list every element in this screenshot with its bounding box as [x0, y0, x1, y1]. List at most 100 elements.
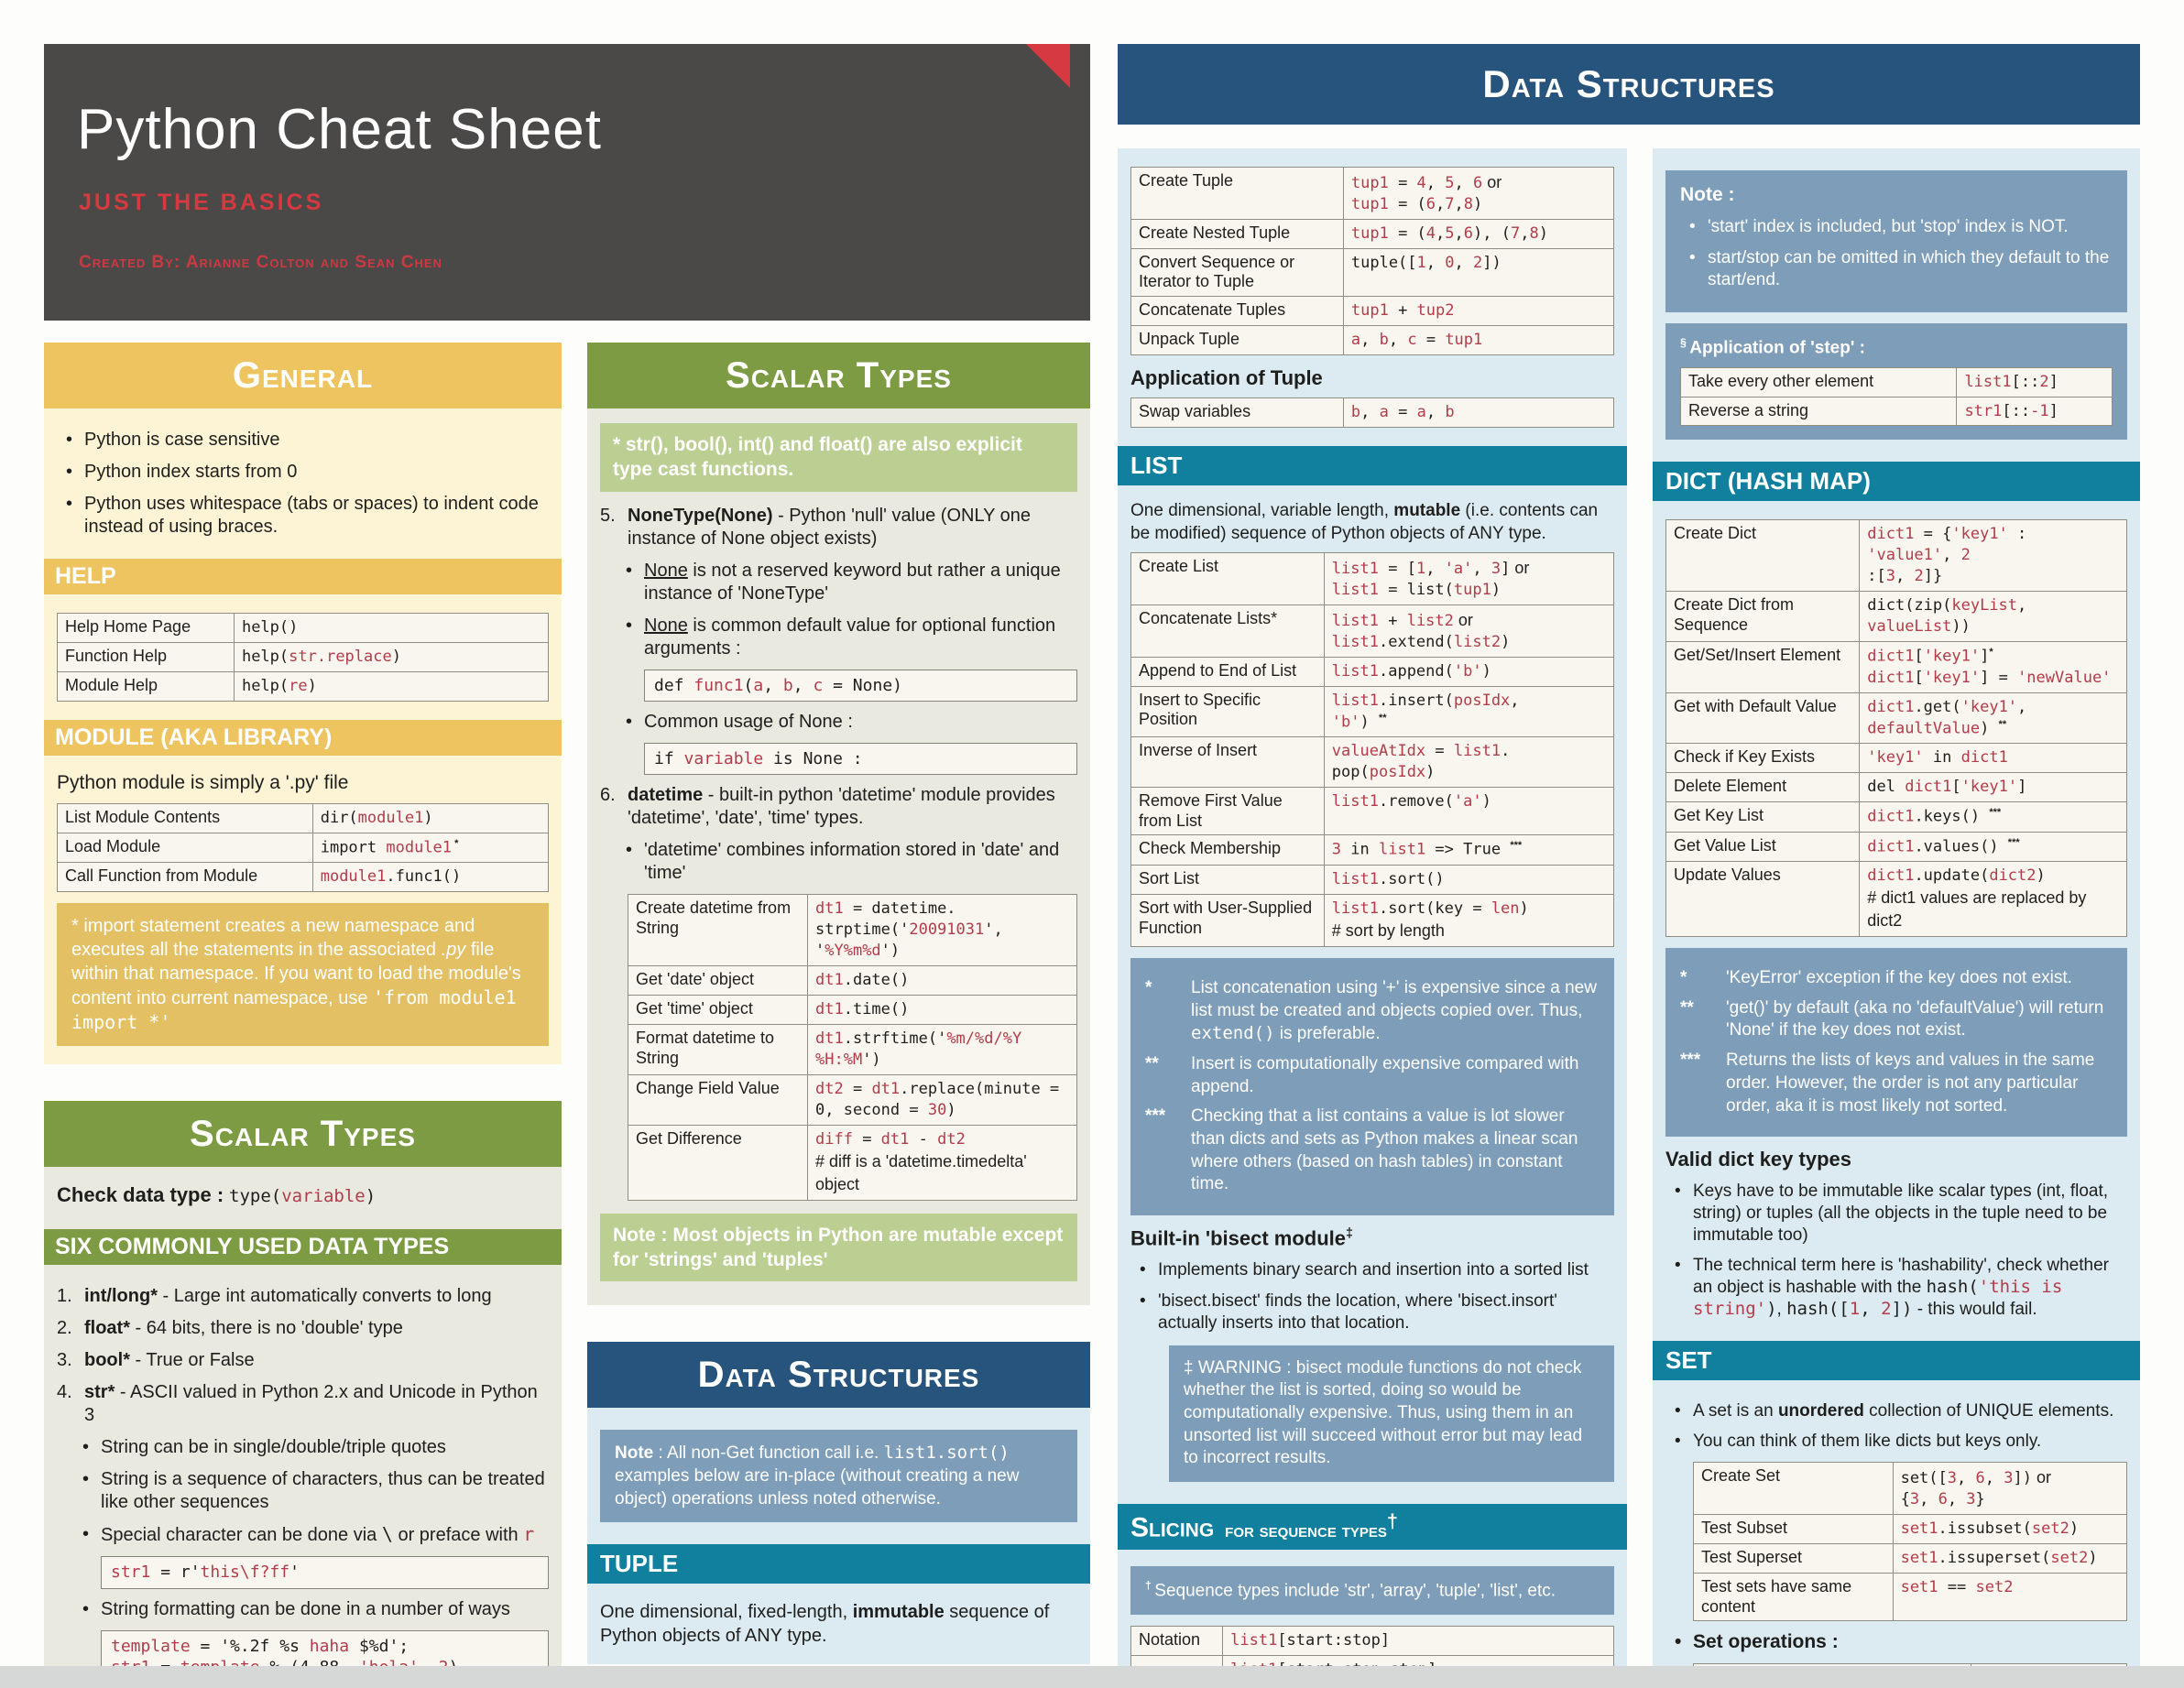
table-row: Unpack Tuple a, b, c = tup1 [1130, 324, 1615, 355]
none-bullets: None is not a reserved keyword but rathe… [617, 560, 1077, 660]
func-default-code: def func1(a, b, c = None) [644, 669, 1077, 702]
column-2: Scalar Types * str(), bool(), int() and … [587, 343, 1090, 1688]
six-types-header: SIX COMMONLY USED DATA TYPES [44, 1229, 562, 1266]
table-row: List Module Contents dir(module1) [57, 802, 550, 833]
row-code: del dict1['key1'] [1859, 772, 2127, 803]
bullet-item: Special character can be done via \ or p… [73, 1523, 549, 1547]
row-label: Get Key List [1665, 801, 1861, 833]
row-code: tup1 = 4, 5, 6 or tup1 = (6,7,8) [1342, 167, 1615, 220]
list-description: One dimensional, variable length, mutabl… [1130, 500, 1599, 543]
row-code: b, a = a, b [1342, 397, 1615, 428]
table-row: Get/Set/Insert Element dict1['key1']* dic… [1665, 641, 2127, 693]
table-row: Concatenate Lists* list1 + list2 or list1… [1130, 604, 1615, 658]
none-usage-code: if variable is None : [644, 742, 1077, 776]
row-code: dict(zip(keyList, valueList)) [1859, 591, 2127, 643]
row-label: Change Field Value [628, 1073, 808, 1126]
row-label: Unpack Tuple [1130, 324, 1344, 355]
row-label: Convert Sequence or Iterator to Tuple [1130, 247, 1344, 298]
module-note: * import statement creates a new namespa… [57, 903, 549, 1047]
slicing-header: Slicing for sequence types† [1118, 1504, 1627, 1550]
section-scalar-types-left: Scalar Types Check data type : type(vari… [44, 1101, 562, 1688]
row-code: set1.issubset(set2) [1892, 1514, 2128, 1544]
row-label: Create Tuple [1130, 167, 1344, 220]
table-row: Test Subset set1.issubset(set2) [1693, 1514, 2128, 1544]
table-row: Append to End of List list1.append('b') [1130, 656, 1615, 687]
row-label: Module Help [57, 670, 235, 702]
bullet-item: Keys have to be immutable like scalar ty… [1665, 1181, 2127, 1246]
module-intro: Python module is simply a '.py' file [57, 771, 349, 793]
bullet-item: None is not a reserved keyword but rathe… [617, 560, 1077, 605]
row-code: dict1.keys() *** [1859, 801, 2127, 833]
row-label: Take every other element [1679, 366, 1958, 397]
table-row: Insert to Specific Position list1.insert… [1130, 685, 1615, 738]
row-label: Concatenate Tuples [1130, 296, 1344, 326]
table-row: Test Superset set1.issuperset(set2) [1693, 1543, 2128, 1574]
help-header: HELP [44, 559, 562, 594]
table-row: Test sets have same content set1 == set2 [1693, 1572, 2128, 1622]
check-code: type(variable) [229, 1186, 377, 1207]
footnote-item: *** Checking that a list contains a valu… [1145, 1105, 1600, 1196]
row-label: Get 'date' object [628, 965, 808, 996]
section-scalar-types-mid: Scalar Types * str(), bool(), int() and … [587, 343, 1090, 1306]
row-code: a, b, c = tup1 [1342, 324, 1615, 355]
row-code: import module1 * [311, 832, 550, 864]
row-label: Check if Key Exists [1665, 743, 1861, 774]
type-item-6: 6. datetime - built-in python 'datetime'… [600, 785, 1055, 829]
table-row: Create Set set([3, 6, 3]) or {3, 6, 3} [1693, 1462, 2128, 1516]
application-of-step-title: § Application of 'step' : [1680, 335, 1865, 357]
row-code: diff = dt1 - dt2 # diff is a 'datetime.ti… [807, 1124, 1077, 1201]
table-row: Get Value List dict1.values() *** [1665, 831, 2127, 863]
row-code: valueAtIdx = list1. pop(posIdx) [1323, 736, 1615, 789]
row-code: dt1.time() [807, 995, 1077, 1026]
type-item-5: 5. NoneType(None) - Python 'null' value … [600, 505, 1032, 549]
table-row: Get 'date' object dt1.date() [628, 965, 1077, 996]
row-code: dt1.date() [807, 965, 1077, 996]
mutable-note: Note : Most objects in Python are mutabl… [600, 1213, 1077, 1282]
row-code: tuple([1, 0, 2]) [1342, 247, 1615, 298]
row-code: set1.issuperset(set2) [1892, 1543, 2128, 1574]
table-row: Take every other element list1[::2] [1679, 366, 2113, 397]
footnote-item: * List concatenation using '+' is expens… [1145, 977, 1600, 1046]
list-footnotes: * List concatenation using '+' is expens… [1130, 957, 1614, 1216]
table-row: Remove First Value from List list1.remov… [1130, 787, 1615, 836]
table-row: Check Membership 3 in list1 => True *** [1130, 834, 1615, 866]
footnote-text: Returns the lists of keys and values in … [1726, 1051, 2095, 1116]
section-general: General Python is case sensitivePython i… [44, 343, 562, 1065]
row-label: Update Values [1665, 861, 1861, 938]
table-row: Change Field Value dt2 = dt1.replace(min… [628, 1073, 1077, 1126]
page-subtitle: JUST THE BASICS [79, 190, 324, 215]
row-code: 'key1' in dict1 [1859, 743, 2127, 774]
dict-header: DICT (HASH MAP) [1653, 462, 2140, 502]
row-code: list1.remove('a') [1323, 787, 1615, 836]
row-label: Delete Element [1665, 772, 1861, 803]
row-label: Get/Set/Insert Element [1665, 641, 1861, 693]
table-row: Function Help help(str.replace) [57, 641, 550, 672]
set-operations-title: Set operations : [1665, 1630, 2127, 1655]
row-label: Create Set [1693, 1462, 1894, 1516]
bisect-title: Built-in 'bisect module‡ [1130, 1226, 1353, 1250]
page-credit: Created By: Arianne Colton and Sean Chen [79, 253, 442, 272]
row-code: set([3, 6, 3]) or {3, 6, 3} [1892, 1462, 2128, 1516]
table-row: Help Home Page help() [57, 613, 550, 643]
table-row: Update Values dict1.update(dict2) # dict1… [1665, 861, 2127, 938]
row-code: dict1.get('key1', defaultValue) ** [1859, 692, 2127, 745]
row-label: Get Value List [1665, 831, 1861, 863]
table-row: Create datetime from String dt1 = dateti… [628, 894, 1077, 967]
column-3: Create Tuple tup1 = 4, 5, 6 or tup1 = (6,… [1118, 148, 1627, 1688]
table-row: Swap variables b, a = a, b [1130, 397, 1615, 428]
type-item-2: 2. float* - 64 bits, there is no 'double… [57, 1318, 403, 1339]
module-table: List Module Contents dir(module1) Load M… [57, 802, 550, 893]
page-bottom-edge [0, 1666, 2184, 1688]
bullet-item: start/stop can be omitted in which they … [1680, 247, 2113, 291]
list-header: LIST [1118, 445, 1627, 485]
swap-table: Swap variables b, a = a, b [1130, 397, 1615, 428]
row-code: list1.sort(key = len) # sort by length [1323, 894, 1615, 947]
table-row: Notation list1[start:stop] [1130, 1625, 1614, 1656]
datetime-table: Create datetime from String dt1 = dateti… [628, 894, 1077, 1201]
footnote-text: 'KeyError' exception if the key does not… [1726, 968, 2072, 988]
footnote-text: List concatenation using '+' is expensiv… [1191, 977, 1597, 1044]
table-row: Create List list1 = [1, 'a', 3] or list1 … [1130, 552, 1615, 606]
row-label: Call Function from Module [57, 862, 313, 893]
general-bullets: Python is case sensitive Python index sta… [57, 429, 549, 539]
